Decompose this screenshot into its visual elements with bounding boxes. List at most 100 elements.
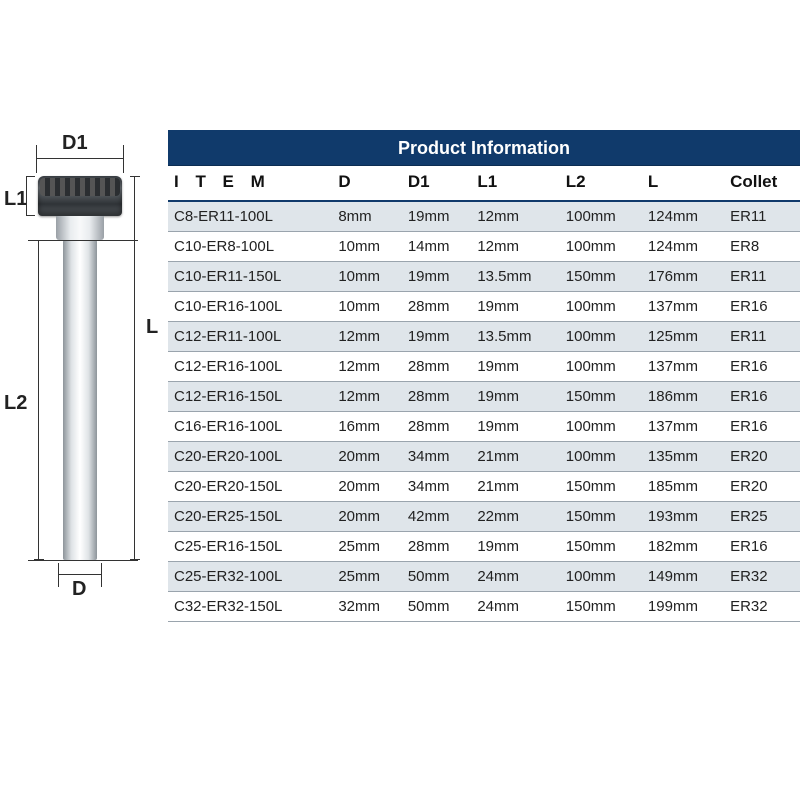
table-cell: ER16 [724, 292, 800, 322]
table-cell: 13.5mm [471, 262, 559, 292]
collet-chuck-diagram: D1 L1 L2 L D [0, 130, 162, 650]
table-cell: ER16 [724, 412, 800, 442]
table-cell: C20-ER20-100L [168, 442, 332, 472]
table-cell: ER11 [724, 322, 800, 352]
table-row: C8-ER11-100L8mm19mm12mm100mm124mmER11 [168, 201, 800, 232]
dim-line-l2 [38, 240, 39, 560]
table-cell: ER8 [724, 232, 800, 262]
table-cell: 100mm [560, 412, 642, 442]
table-cell: 137mm [642, 412, 724, 442]
table-cell: C25-ER16-150L [168, 532, 332, 562]
table-row: C12-ER16-100L12mm28mm19mm100mm137mmER16 [168, 352, 800, 382]
table-cell: C32-ER32-150L [168, 592, 332, 622]
table-cell: C12-ER11-100L [168, 322, 332, 352]
table-cell: ER11 [724, 262, 800, 292]
table-cell: 185mm [642, 472, 724, 502]
table-cell: 28mm [402, 532, 472, 562]
dim-line-d [58, 574, 102, 575]
col-d: D [332, 166, 402, 201]
col-l1: L1 [471, 166, 559, 201]
dim-line-l [134, 176, 135, 560]
table-cell: ER16 [724, 382, 800, 412]
table-row: C12-ER11-100L12mm19mm13.5mm100mm125mmER1… [168, 322, 800, 352]
table-cell: 176mm [642, 262, 724, 292]
table-row: C12-ER16-150L12mm28mm19mm150mm186mmER16 [168, 382, 800, 412]
table-cell: 186mm [642, 382, 724, 412]
table-cell: C20-ER20-150L [168, 472, 332, 502]
table-row: C25-ER16-150L25mm28mm19mm150mm182mmER16 [168, 532, 800, 562]
col-l2: L2 [560, 166, 642, 201]
table-cell: ER20 [724, 472, 800, 502]
table-row: C25-ER32-100L25mm50mm24mm100mm149mmER32 [168, 562, 800, 592]
table-cell: 150mm [560, 472, 642, 502]
collet-neck-icon [56, 216, 104, 240]
table-cell: 100mm [560, 201, 642, 232]
table-cell: 182mm [642, 532, 724, 562]
table-cell: ER32 [724, 592, 800, 622]
table-row: C32-ER32-150L32mm50mm24mm150mm199mmER32 [168, 592, 800, 622]
table-cell: C10-ER11-150L [168, 262, 332, 292]
dim-label-l1: L1 [4, 188, 27, 211]
col-d1: D1 [402, 166, 472, 201]
collet-head-icon [38, 176, 122, 216]
table-cell: 100mm [560, 562, 642, 592]
table-row: C20-ER25-150L20mm42mm22mm150mm193mmER25 [168, 502, 800, 532]
table-cell: 20mm [332, 472, 402, 502]
table-cell: C12-ER16-100L [168, 352, 332, 382]
dim-label-l: L [146, 316, 158, 339]
table-cell: 149mm [642, 562, 724, 592]
table-cell: 137mm [642, 352, 724, 382]
table-cell: 124mm [642, 201, 724, 232]
col-l: L [642, 166, 724, 201]
table-cell: C16-ER16-100L [168, 412, 332, 442]
table-cell: 193mm [642, 502, 724, 532]
table-title: Product Information [168, 130, 800, 166]
table-cell: 32mm [332, 592, 402, 622]
table-cell: 135mm [642, 442, 724, 472]
table-cell: ER20 [724, 442, 800, 472]
table-cell: 100mm [560, 292, 642, 322]
table-cell: 16mm [332, 412, 402, 442]
table-cell: 125mm [642, 322, 724, 352]
table-cell: C10-ER16-100L [168, 292, 332, 322]
table-row: C10-ER16-100L10mm28mm19mm100mm137mmER16 [168, 292, 800, 322]
table-cell: 20mm [332, 442, 402, 472]
table-cell: 19mm [471, 412, 559, 442]
table-cell: 28mm [402, 292, 472, 322]
product-table: Product Information I T E M D D1 L1 L2 L… [168, 130, 800, 650]
col-collet: Collet [724, 166, 800, 201]
table-header-row: I T E M D D1 L1 L2 L Collet [168, 166, 800, 201]
table-cell: 100mm [560, 442, 642, 472]
table-cell: C20-ER25-150L [168, 502, 332, 532]
table-row: C20-ER20-150L20mm34mm21mm150mm185mmER20 [168, 472, 800, 502]
col-item: I T E M [168, 166, 332, 201]
table-cell: 100mm [560, 232, 642, 262]
table-cell: 13.5mm [471, 322, 559, 352]
table-cell: ER16 [724, 532, 800, 562]
table-cell: 20mm [332, 502, 402, 532]
table-cell: 28mm [402, 352, 472, 382]
table-cell: 14mm [402, 232, 472, 262]
table-cell: 8mm [332, 201, 402, 232]
table-cell: 25mm [332, 562, 402, 592]
table-cell: 28mm [402, 382, 472, 412]
table-cell: 150mm [560, 262, 642, 292]
table-row: C20-ER20-100L20mm34mm21mm100mm135mmER20 [168, 442, 800, 472]
table-cell: C25-ER32-100L [168, 562, 332, 592]
dim-label-d1: D1 [62, 132, 88, 155]
table-cell: 19mm [471, 382, 559, 412]
table-cell: 21mm [471, 442, 559, 472]
table-cell: 34mm [402, 472, 472, 502]
table-cell: 12mm [471, 201, 559, 232]
table-cell: 22mm [471, 502, 559, 532]
spec-table: I T E M D D1 L1 L2 L Collet C8-ER11-100L… [168, 166, 800, 622]
table-cell: 50mm [402, 562, 472, 592]
table-cell: C10-ER8-100L [168, 232, 332, 262]
table-cell: 19mm [402, 201, 472, 232]
table-cell: 34mm [402, 442, 472, 472]
shank-icon [63, 240, 97, 560]
table-cell: 137mm [642, 292, 724, 322]
dim-label-d: D [72, 578, 86, 601]
table-cell: 50mm [402, 592, 472, 622]
table-cell: C12-ER16-150L [168, 382, 332, 412]
